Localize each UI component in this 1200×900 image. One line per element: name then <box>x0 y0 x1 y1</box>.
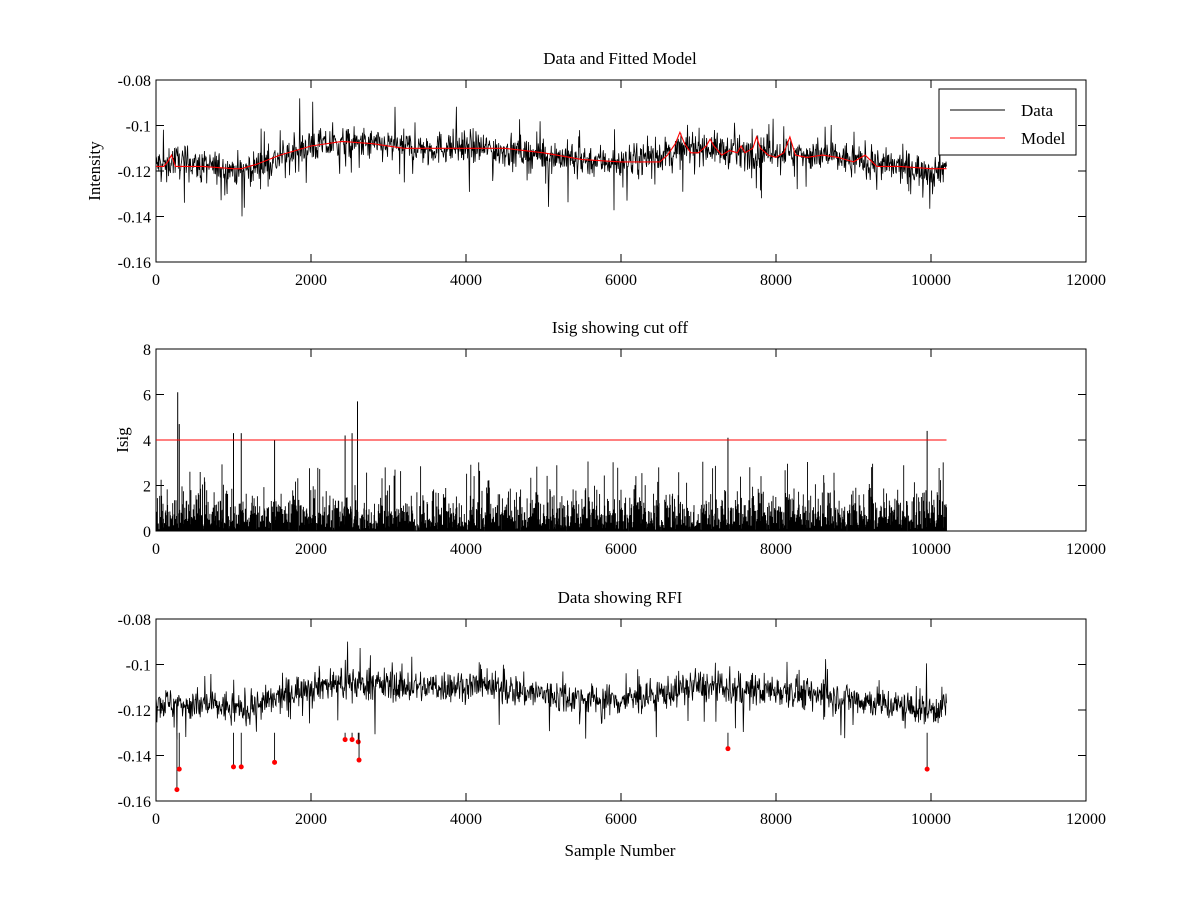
subplot-2-title: Isig showing cut off <box>552 318 688 337</box>
x-tick-label: 12000 <box>1066 541 1106 558</box>
plot-area-3 <box>155 618 1087 802</box>
x-tick-label: 4000 <box>450 541 482 558</box>
x-tick-label: 4000 <box>450 272 482 289</box>
y-tick-label: -0.14 <box>118 210 151 227</box>
series-model <box>156 130 947 170</box>
x-tick-label: 6000 <box>605 811 637 828</box>
legend: Data Model <box>938 88 1077 156</box>
series-isig <box>155 461 947 531</box>
rfi-marker <box>342 737 348 743</box>
legend-data-label: Data <box>1021 101 1054 120</box>
subplot-1-title: Data and Fitted Model <box>543 49 697 68</box>
y-tick-label: -0.12 <box>118 703 151 720</box>
y-tick-label: 2 <box>143 479 151 496</box>
x-tick-label: 10000 <box>911 811 951 828</box>
y-tick-label: -0.12 <box>118 164 151 181</box>
x-tick-label: 8000 <box>760 272 792 289</box>
subplot-2-ylabel: Isig <box>113 427 132 453</box>
subplot-1-ylabel: Intensity <box>85 141 104 201</box>
subplot-data-and-model: Data and Fitted Model Intensity 0 2000 400… <box>85 49 1106 289</box>
x-tick-label: 6000 <box>605 541 637 558</box>
x-tick-label: 10000 <box>911 541 951 558</box>
y-tick-label: -0.08 <box>118 73 151 90</box>
legend-box <box>938 88 1077 156</box>
y-tick-label: 0 <box>143 524 151 541</box>
y-tick-label: -0.16 <box>118 255 151 272</box>
legend-model-label: Model <box>1021 129 1066 148</box>
x-tick-label: 10000 <box>911 272 951 289</box>
x-tick-label: 2000 <box>295 272 327 289</box>
y-tick-label: -0.16 <box>118 794 151 811</box>
x-tick-label: 2000 <box>295 811 327 828</box>
y-tick-label: 8 <box>143 342 151 359</box>
x-tick-label: 0 <box>152 272 160 289</box>
y-tick-label: -0.1 <box>126 658 151 675</box>
y-tick-label: -0.14 <box>118 749 151 766</box>
rfi-marker <box>231 764 236 770</box>
series-data <box>155 641 947 740</box>
x-tick-label: 6000 <box>605 272 637 289</box>
rfi-marker <box>924 766 930 772</box>
subplot-rfi: Data showing RFI Sample Number 0 2000 4000… <box>118 588 1106 860</box>
rfi-marker <box>238 764 244 770</box>
rfi-marker <box>356 757 362 763</box>
x-tick-label: 4000 <box>450 811 482 828</box>
x-tick-label: 8000 <box>760 811 792 828</box>
rfi-marker <box>725 746 731 752</box>
x-tick-label: 2000 <box>295 541 327 558</box>
subplot-isig: Isig showing cut off Isig 0 2000 4000 6000 8… <box>113 318 1106 558</box>
rfi-marker <box>176 766 182 772</box>
x-axis-label: Sample Number <box>565 841 676 860</box>
series-data <box>155 98 947 217</box>
y-tick-label: 6 <box>143 388 151 405</box>
x-tick-label: 12000 <box>1066 811 1106 828</box>
y-tick-label: -0.1 <box>126 119 151 136</box>
y-tick-label: -0.08 <box>118 612 151 629</box>
subplot-3-title: Data showing RFI <box>558 588 683 607</box>
rfi-marker <box>355 739 361 745</box>
x-tick-label: 8000 <box>760 541 792 558</box>
x-tick-label: 12000 <box>1066 272 1106 289</box>
x-tick-label: 0 <box>152 811 160 828</box>
y-tick-label: 4 <box>143 433 151 450</box>
rfi-marker <box>272 759 278 765</box>
x-tick-label: 0 <box>152 541 160 558</box>
rfi-marker <box>349 737 355 743</box>
rfi-marker <box>174 787 180 793</box>
